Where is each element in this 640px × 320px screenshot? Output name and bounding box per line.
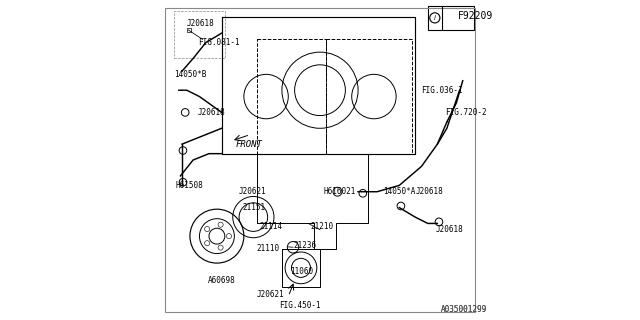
Text: 21236: 21236 xyxy=(293,241,316,250)
Text: A035001299: A035001299 xyxy=(440,305,487,314)
Text: 21114: 21114 xyxy=(260,222,283,231)
Text: FRONT: FRONT xyxy=(236,140,263,148)
Text: A60698: A60698 xyxy=(207,276,235,285)
Text: H61508: H61508 xyxy=(175,181,204,190)
Text: J20618: J20618 xyxy=(436,225,463,234)
Text: FIG.450-1: FIG.450-1 xyxy=(279,301,321,310)
Bar xyxy=(188,28,191,32)
Text: FIG.036-1: FIG.036-1 xyxy=(422,86,463,95)
Text: FIG.081-1: FIG.081-1 xyxy=(198,38,239,47)
Text: F92209: F92209 xyxy=(458,11,493,21)
Text: 14050*B: 14050*B xyxy=(174,70,207,79)
Text: J20618: J20618 xyxy=(415,187,443,196)
Text: J20618: J20618 xyxy=(198,108,226,117)
Text: 14050*A: 14050*A xyxy=(383,187,416,196)
Text: FIG.720-2: FIG.720-2 xyxy=(445,108,487,117)
Text: i: i xyxy=(434,15,436,21)
Text: 21110: 21110 xyxy=(257,244,280,253)
Text: J20621: J20621 xyxy=(239,187,267,196)
Text: 21151: 21151 xyxy=(243,203,266,212)
Text: H616021: H616021 xyxy=(323,187,356,196)
Text: J20618: J20618 xyxy=(187,19,214,28)
Text: A035001299: A035001299 xyxy=(440,305,487,314)
Text: J20621: J20621 xyxy=(257,290,284,299)
Text: 21210: 21210 xyxy=(310,222,333,231)
Text: 11060: 11060 xyxy=(290,267,313,276)
